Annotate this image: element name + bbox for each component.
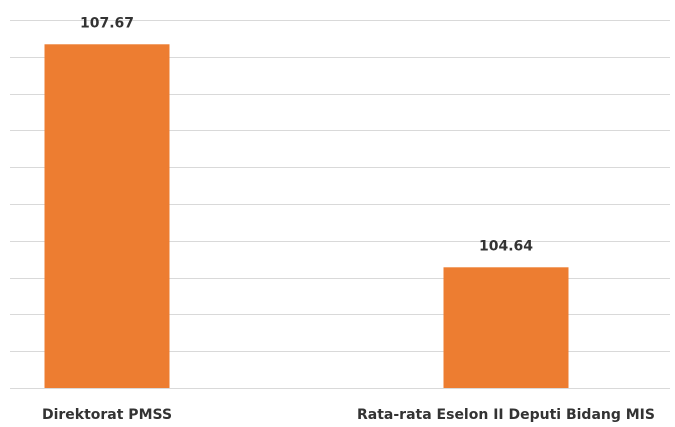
bar — [44, 44, 170, 389]
data-label: 104.64 — [479, 238, 533, 254]
data-label: 107.67 — [80, 15, 134, 31]
x-tick-label: Rata-rata Eselon II Deputi Bidang MIS — [357, 407, 655, 423]
bar — [443, 267, 569, 388]
x-tick-label: Direktorat PMSS — [42, 407, 172, 423]
